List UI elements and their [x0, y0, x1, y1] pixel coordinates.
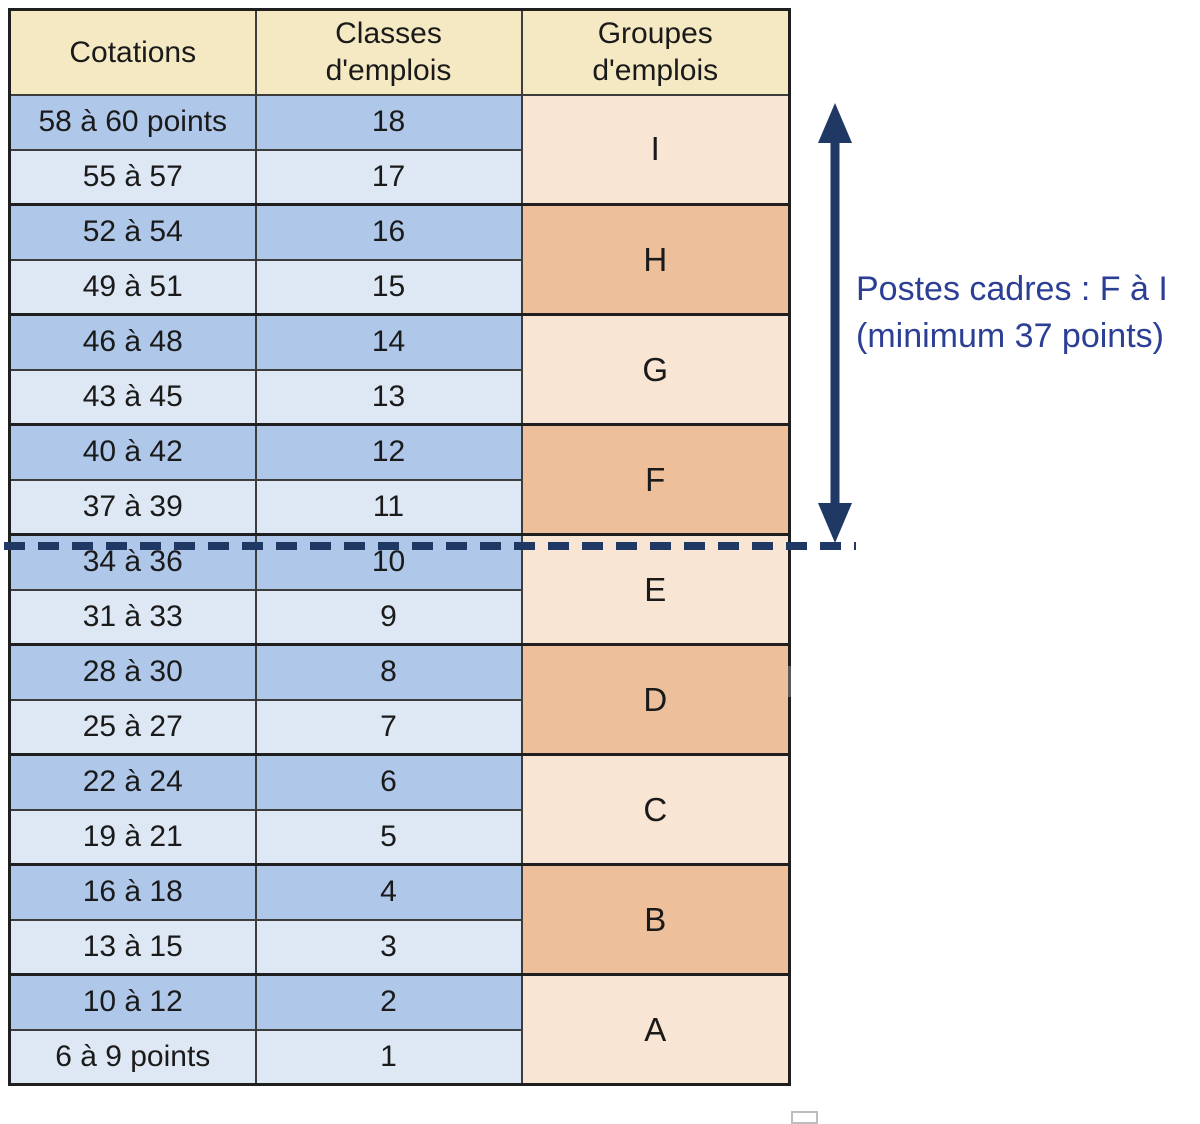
classe-cell: 8 [254, 643, 523, 701]
double-arrow-icon [818, 103, 852, 543]
classe-cell: 9 [254, 588, 523, 646]
groupe-cell: C [520, 753, 791, 866]
header-groupes: Groupes d'emplois [520, 8, 791, 96]
cotation-cell: 10 à 12 [8, 973, 257, 1031]
classe-cell: 14 [254, 313, 523, 371]
cotation-cell: 52 à 54 [8, 203, 257, 261]
cotation-cell: 49 à 51 [8, 258, 257, 316]
classe-cell: 4 [254, 863, 523, 921]
classe-cell: 7 [254, 698, 523, 756]
cotation-cell: 43 à 45 [8, 368, 257, 426]
classe-cell: 2 [254, 973, 523, 1031]
table-row: 37 à 39 11 [8, 478, 790, 536]
classe-cell: 17 [254, 148, 523, 206]
cotation-cell: 19 à 21 [8, 808, 257, 866]
selection-handle-artifact [791, 1111, 818, 1124]
classification-table: Cotations Classes d'emplois Groupes d'em… [8, 8, 791, 1086]
table-row: 6 à 9 points 1 [8, 1028, 790, 1086]
table-row: 58 à 60 points 18 I [8, 93, 791, 206]
table-row: 40 à 42 12 F [8, 423, 791, 536]
table-row: 31 à 33 9 [8, 588, 790, 646]
cotation-cell: 6 à 9 points [8, 1028, 257, 1086]
classe-cell: 12 [254, 423, 523, 481]
cotation-cell: 13 à 15 [8, 918, 257, 976]
cotation-cell: 37 à 39 [8, 478, 257, 536]
table-row: 49 à 51 15 [8, 258, 790, 316]
header-classes: Classes d'emplois [254, 8, 523, 96]
cotation-cell: 28 à 30 [8, 643, 257, 701]
header-cotations: Cotations [8, 8, 257, 96]
cotation-cell: 16 à 18 [8, 863, 257, 921]
classe-cell: 6 [254, 753, 523, 811]
table-row: 43 à 45 13 [8, 368, 790, 426]
groupe-cell: F [520, 423, 791, 536]
classe-cell: 3 [254, 918, 523, 976]
groupe-cell: H [520, 203, 791, 316]
classe-cell: 18 [254, 93, 523, 151]
groupe-cell: B [520, 863, 791, 976]
cotation-cell: 46 à 48 [8, 313, 257, 371]
cadres-annotation: Postes cadres : F à I (minimum 37 points… [856, 270, 1168, 355]
table-row: 16 à 18 4 B [8, 863, 791, 976]
cotation-cell: 40 à 42 [8, 423, 257, 481]
cotation-cell: 31 à 33 [8, 588, 257, 646]
table-row: 25 à 27 7 [8, 698, 790, 756]
cotation-cell: 58 à 60 points [8, 93, 257, 151]
classe-cell: 15 [254, 258, 523, 316]
table-row: 52 à 54 16 H [8, 203, 791, 316]
table-row: 13 à 15 3 [8, 918, 790, 976]
table-row: 46 à 48 14 G [8, 313, 791, 426]
cadres-threshold-dashed-line [4, 542, 856, 550]
classe-cell: 11 [254, 478, 523, 536]
groupe-cell: D [520, 643, 791, 756]
cotation-cell: 25 à 27 [8, 698, 257, 756]
text-cursor-artifact [788, 666, 791, 697]
table-row: 22 à 24 6 C [8, 753, 791, 866]
cotation-cell: 22 à 24 [8, 753, 257, 811]
table-row: 10 à 12 2 A [8, 973, 791, 1086]
table-row: 55 à 57 17 [8, 148, 790, 206]
classe-cell: 1 [254, 1028, 523, 1086]
groupe-cell: A [520, 973, 791, 1086]
classe-cell: 13 [254, 368, 523, 426]
classe-cell: 16 [254, 203, 523, 261]
groupe-cell: I [520, 93, 791, 206]
table-row: 28 à 30 8 D [8, 643, 791, 756]
cotation-cell: 55 à 57 [8, 148, 257, 206]
table-row: 19 à 21 5 [8, 808, 790, 866]
classe-cell: 5 [254, 808, 523, 866]
groupe-cell: G [520, 313, 791, 426]
header-row: Cotations Classes d'emplois Groupes d'em… [8, 8, 791, 96]
groupe-cell: E [520, 533, 791, 646]
